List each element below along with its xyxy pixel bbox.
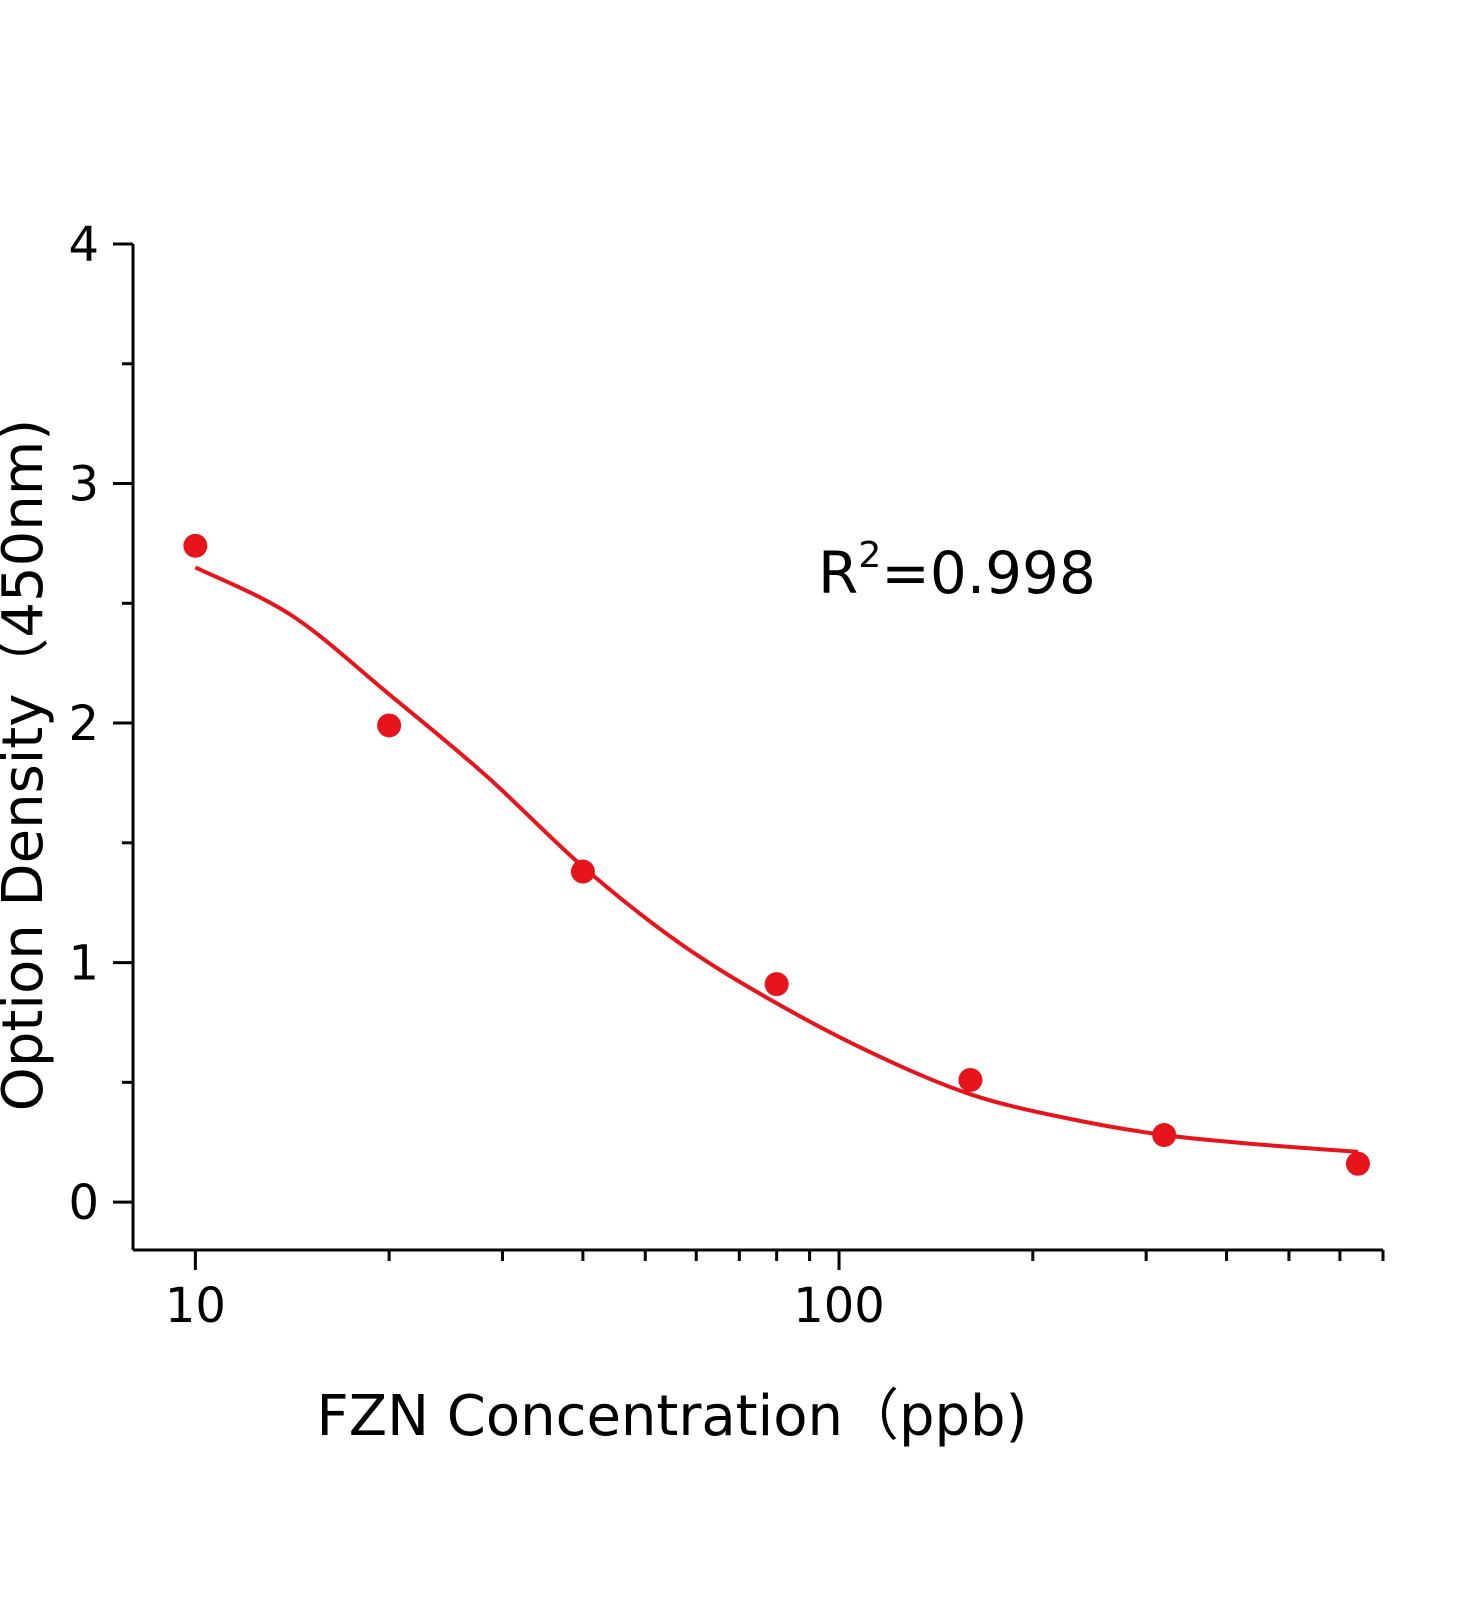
annotation-rest: =0.998 [881, 539, 1096, 607]
y-tick-label: 2 [68, 696, 99, 752]
y-tick-label: 1 [68, 936, 99, 992]
y-axis-title: Option Density（450nm) [0, 419, 56, 1111]
data-point [377, 713, 402, 738]
data-point [958, 1067, 983, 1092]
data-point [570, 859, 595, 884]
annotation: R2=0.998 [818, 535, 1096, 607]
data-point [1152, 1123, 1177, 1148]
data-point [1345, 1151, 1370, 1176]
x-tick-label: 100 [793, 1278, 885, 1334]
y-tick-label: 4 [68, 217, 99, 273]
y-tick-label: 3 [68, 457, 99, 513]
annotation-sup: 2 [858, 535, 881, 576]
fit-curve [194, 565, 1359, 1154]
data-point [183, 533, 208, 558]
annotation-base: R [818, 539, 858, 607]
data-point [764, 972, 789, 997]
y-tick-label: 0 [68, 1175, 99, 1231]
x-axis-title: FZN Concentration（ppb) [317, 1384, 1028, 1449]
x-tick-label: 10 [165, 1278, 226, 1334]
